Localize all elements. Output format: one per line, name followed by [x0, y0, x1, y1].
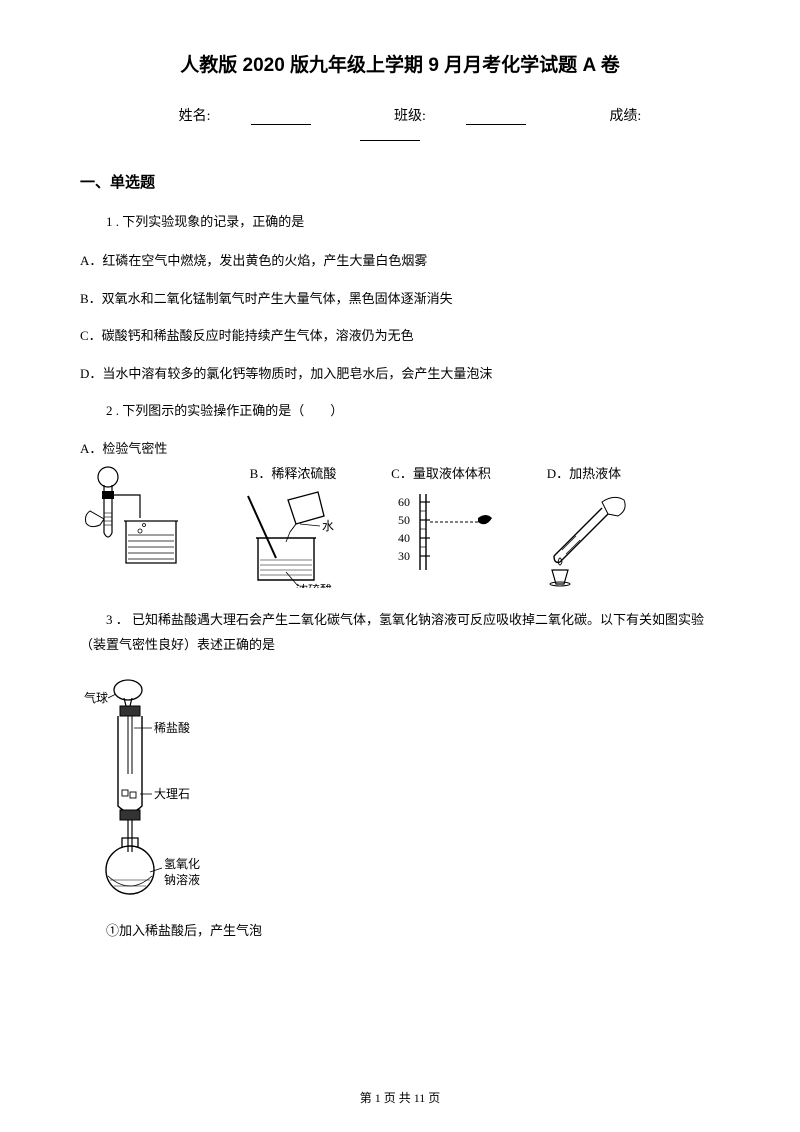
- q2-option-d-label: D．加热液体: [547, 463, 621, 482]
- airtight-diagram-icon: [80, 463, 200, 573]
- q1-option-a: A．红磷在空气中燃烧，发出黄色的火焰，产生大量白色烟雾: [80, 249, 720, 272]
- heat-diagram-icon: [524, 488, 644, 588]
- q2-diagram-d: D．加热液体: [524, 463, 644, 588]
- name-label-text: 姓名:: [179, 109, 211, 124]
- score-label-text: 成绩:: [609, 109, 641, 124]
- page-title: 人教版 2020 版九年级上学期 9 月月考化学试题 A 卷: [80, 50, 720, 77]
- balloon-label: 气球: [84, 690, 108, 705]
- section-heading: 一、单选题: [80, 171, 720, 192]
- q1-option-b: B．双氧水和二氧化锰制氧气时产生大量气体，黑色固体逐渐消失: [80, 287, 720, 310]
- mark-40: 40: [398, 531, 410, 545]
- score-blank: [360, 127, 420, 141]
- naoh-label-1: 氢氧化: [164, 856, 200, 871]
- q2-diagram-row: B．稀释浓硫酸 水 浓硫酸 C．量取液体体积: [80, 463, 720, 588]
- q2-option-b-label: B．稀释浓硫酸: [250, 463, 337, 482]
- apparatus-diagram-icon: 气球 稀盐酸 大理石 氢氧化 钠溶液: [80, 674, 260, 904]
- q1-stem: 1 . 下列实验现象的记录，正确的是: [80, 210, 720, 233]
- class-label-text: 班级:: [394, 109, 426, 124]
- page-footer: 第 1 页 共 11 页: [0, 1089, 800, 1106]
- q1-option-d: D．当水中溶有较多的氯化钙等物质时，加入肥皂水后，会产生大量泡沫: [80, 362, 720, 385]
- name-label: 姓名:: [159, 109, 334, 124]
- measure-diagram-icon: 60 50 40 30: [386, 488, 496, 578]
- q1-option-c: C．碳酸钙和稀盐酸反应时能持续产生气体，溶液仍为无色: [80, 324, 720, 347]
- q3-diagram: 气球 稀盐酸 大理石 氢氧化 钠溶液: [80, 674, 720, 904]
- mark-50: 50: [398, 513, 410, 527]
- student-info-row: 姓名: 班级: 成绩:: [80, 105, 720, 141]
- dilute-diagram-icon: 水 浓硫酸: [228, 488, 358, 588]
- marble-label: 大理石: [154, 787, 190, 801]
- q3-stem: 3 ． 已知稀盐酸遇大理石会产生二氧化碳气体，氢氧化钠溶液可反应吸收掉二氧化碳。…: [80, 608, 720, 657]
- q3-stem-line2: （装置气密性良好）表述正确的是: [80, 633, 275, 658]
- mark-60: 60: [398, 495, 410, 509]
- q2-option-c-label: C．量取液体体积: [391, 463, 491, 482]
- q3-stem-line1: 3 ． 已知稀盐酸遇大理石会产生二氧化碳气体，氢氧化钠溶液可反应吸收掉二氧化碳。…: [106, 612, 704, 627]
- q2-diagram-c: C．量取液体体积 60 50 40 30: [386, 463, 496, 578]
- hcl-label: 稀盐酸: [154, 720, 190, 735]
- name-blank: [251, 111, 311, 125]
- mark-30: 30: [398, 549, 410, 563]
- class-label: 班级:: [374, 109, 549, 124]
- q2-diagram-b: B．稀释浓硫酸 水 浓硫酸: [228, 463, 358, 588]
- q2-stem: 2 . 下列图示的实验操作正确的是（ ）: [80, 399, 720, 422]
- q3-sub1: ①加入稀盐酸后，产生气泡: [80, 920, 720, 939]
- q2-option-a-label: A．检验气密性: [80, 438, 720, 457]
- q2-diagram-a: [80, 463, 200, 573]
- class-blank: [466, 111, 526, 125]
- water-label-text: 水: [322, 519, 334, 533]
- naoh-label-2: 钠溶液: [164, 872, 200, 887]
- acid-label-text: 浓硫酸: [296, 582, 332, 588]
